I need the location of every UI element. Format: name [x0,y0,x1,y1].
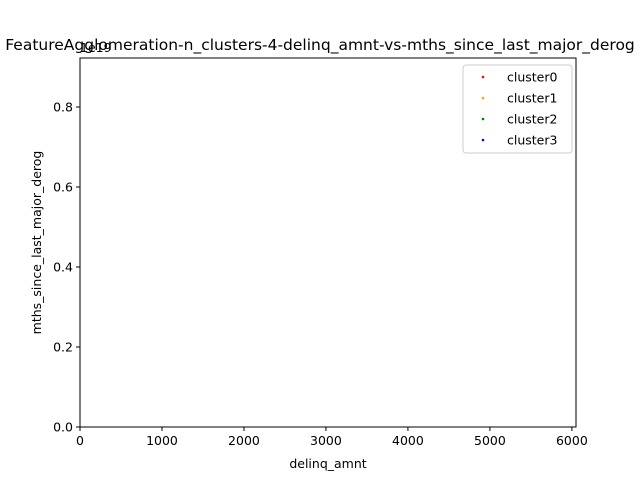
x-tick-label: 6000 [556,433,588,448]
y-axis: 0.0 0.2 0.4 0.6 0.8 [53,100,80,435]
chart-title: FeatureAgglomeration-n_clusters-4-delinq… [5,36,635,55]
legend-marker [481,117,485,121]
x-tick-label: 2000 [228,433,260,448]
legend-marker [481,138,485,142]
plot-frame [79,57,577,428]
y-axis-label: mths_since_last_major_derog [29,151,44,335]
y-tick-label: 0.0 [53,420,73,435]
x-axis: 0 1000 2000 3000 4000 5000 6000 [76,427,588,448]
legend-frame [462,64,573,154]
x-tick-label: 4000 [392,433,424,448]
x-tick-label: 3000 [310,433,342,448]
x-tick-label: 0 [76,433,84,448]
y-axis-offset-label: 1e19 [80,40,112,55]
legend-marker [481,96,485,100]
legend-label: cluster2 [507,112,557,127]
y-tick-label: 0.2 [53,340,73,355]
x-axis-label: delinq_amnt [289,456,366,471]
legend-label: cluster3 [507,133,557,148]
y-tick-label: 0.8 [53,100,73,115]
y-tick-label: 0.4 [53,260,73,275]
legend-marker [481,75,485,79]
x-tick-label: 5000 [474,433,506,448]
legend-label: cluster0 [507,70,558,85]
x-tick-label: 1000 [146,433,178,448]
y-tick-label: 0.6 [53,180,73,195]
legend-label: cluster1 [507,91,557,106]
legend: cluster0 cluster1 cluster2 cluster3 [462,64,573,154]
